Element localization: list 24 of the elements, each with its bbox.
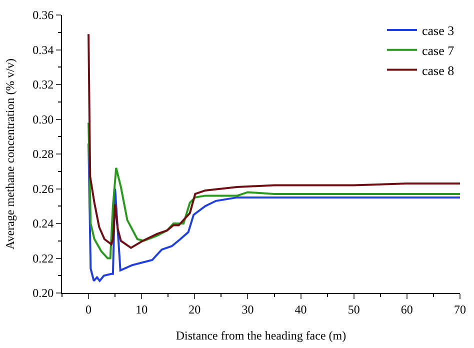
legend-label: case 3 — [422, 23, 454, 38]
line-series — [88, 142, 460, 282]
y-tick-label: 0.32 — [32, 78, 54, 92]
x-tick-label: 10 — [136, 302, 148, 316]
y-tick-label: 0.26 — [32, 182, 54, 196]
x-tick-label: 60 — [400, 302, 413, 316]
x-tick-label: 70 — [454, 302, 466, 316]
line-series — [88, 122, 460, 260]
y-tick-label: 0.20 — [32, 286, 54, 300]
x-tick-label: 20 — [188, 302, 201, 316]
legend-label: case 8 — [422, 62, 454, 78]
legend-label: case 7 — [422, 42, 455, 58]
y-tick-label: 0.28 — [32, 147, 54, 162]
y-tick-label: 0.22 — [32, 251, 54, 266]
x-tick-label: 50 — [348, 302, 360, 316]
x-axis-title: Distance from the heading face (m) — [176, 328, 346, 342]
y-tick-label: 0.30 — [32, 112, 54, 126]
x-tick-label: 40 — [294, 302, 307, 316]
y-tick-label: 0.36 — [32, 8, 54, 22]
y-tick-label: 0.34 — [32, 42, 54, 57]
x-tick-label: 0 — [86, 302, 92, 316]
x-tick-label: 30 — [242, 302, 254, 316]
y-axis-title: Average methane concentration (% v/v) — [2, 58, 17, 250]
y-tick-label: 0.24 — [32, 216, 54, 231]
